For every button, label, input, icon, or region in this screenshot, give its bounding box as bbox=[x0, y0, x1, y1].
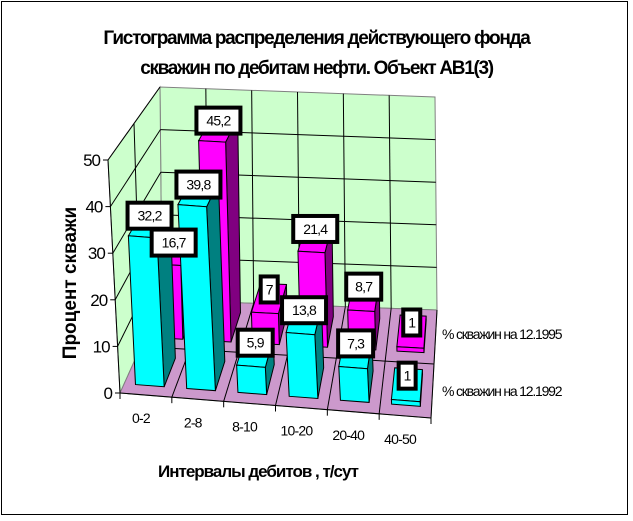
data-label: 7 bbox=[266, 281, 274, 297]
y-tick-label: 40 bbox=[85, 198, 102, 217]
x-tick-label: 2-8 bbox=[184, 414, 203, 430]
data-label-box bbox=[258, 274, 280, 305]
x-tick-label: 40-50 bbox=[384, 431, 417, 447]
data-label-box bbox=[291, 213, 340, 244]
chart-title-line-1: Гистограмма распределения действующего ф… bbox=[103, 28, 530, 49]
data-label: 16,7 bbox=[162, 235, 187, 251]
data-label: 32,2 bbox=[138, 208, 163, 224]
data-label-box bbox=[336, 328, 376, 359]
bar-front-face bbox=[390, 398, 421, 407]
data-label: 21,4 bbox=[303, 221, 328, 237]
data-label-box bbox=[344, 271, 384, 302]
data-label: 8,7 bbox=[355, 279, 373, 295]
bar-front-face bbox=[285, 332, 319, 400]
data-label-box bbox=[194, 105, 243, 136]
bar-front-face bbox=[338, 365, 370, 403]
back-wall-gridline bbox=[388, 95, 392, 309]
data-label-box bbox=[174, 169, 223, 200]
data-label: 45,2 bbox=[206, 113, 231, 129]
bar-front-face bbox=[396, 346, 425, 354]
data-label: 7,3 bbox=[347, 335, 365, 351]
bar-front-face bbox=[236, 364, 268, 396]
data-label-box bbox=[125, 200, 174, 231]
x-tick-label: 8-10 bbox=[232, 418, 258, 434]
x-axis-title: Интервалы дебитов , т/сут bbox=[158, 462, 359, 481]
y-axis-title: Процент скважи bbox=[60, 207, 81, 359]
chart-frame bbox=[1, 1, 628, 515]
data-label-box bbox=[149, 227, 198, 258]
series-label: % скважин на 12.1992 bbox=[442, 383, 563, 399]
series-label: % скважин на 12.1995 bbox=[442, 326, 563, 342]
y-axis bbox=[107, 159, 121, 394]
data-label: 1 bbox=[408, 314, 416, 330]
back-wall-gridline bbox=[251, 90, 255, 304]
data-label: 13,8 bbox=[292, 302, 317, 318]
x-tick-label: 20-40 bbox=[332, 427, 365, 443]
data-label-box bbox=[396, 360, 418, 391]
data-label-box bbox=[280, 295, 329, 326]
data-label: 1 bbox=[404, 368, 412, 384]
data-label-box bbox=[235, 327, 275, 358]
y-tick-label: 10 bbox=[93, 337, 110, 356]
y-tick-label: 50 bbox=[83, 151, 100, 170]
data-label-box bbox=[401, 307, 423, 338]
y-tick-label: 0 bbox=[104, 384, 113, 403]
x-tick-label: 10-20 bbox=[281, 423, 314, 439]
chart-title-line-2: скважин по дебитам нефти. Объект АВ1(3) bbox=[140, 58, 494, 79]
data-label: 5,9 bbox=[247, 335, 265, 351]
back-wall-gridline bbox=[342, 93, 346, 307]
bar-front bbox=[177, 180, 226, 392]
y-tick-label: 30 bbox=[88, 244, 105, 263]
y-tick-label: 20 bbox=[90, 291, 107, 310]
x-tick-label: 0-2 bbox=[132, 410, 151, 426]
data-label: 39,8 bbox=[186, 177, 211, 193]
